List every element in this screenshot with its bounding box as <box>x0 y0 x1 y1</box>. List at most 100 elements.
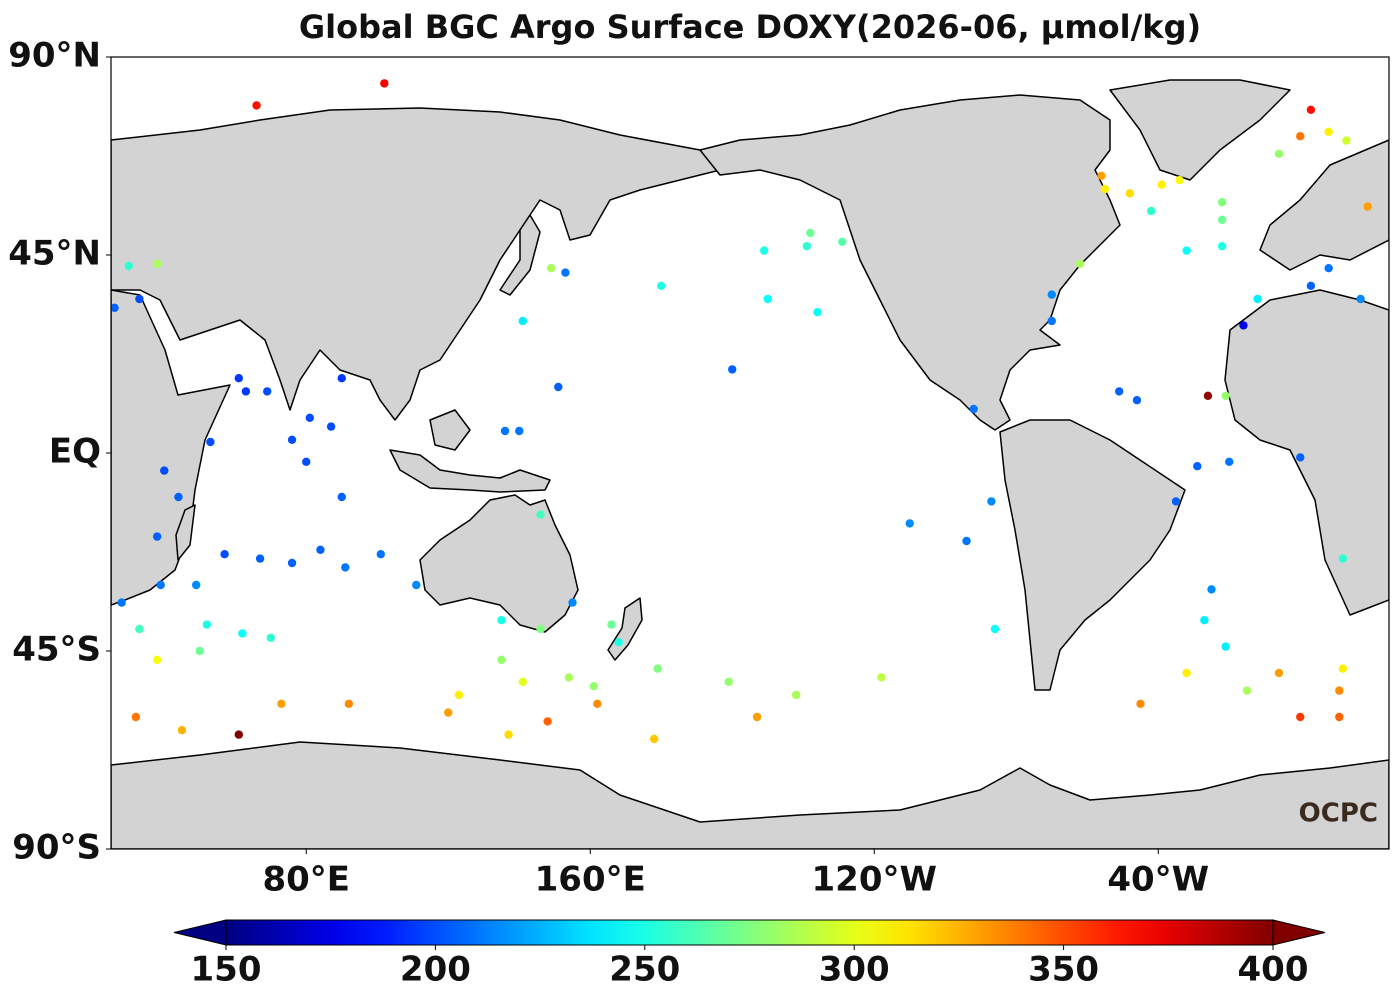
x-tick-label: 40°W <box>1107 860 1209 900</box>
float-point <box>263 387 272 396</box>
float-point <box>1157 180 1167 189</box>
float-point <box>518 677 527 686</box>
colorbar-tick-label: 250 <box>609 950 680 990</box>
float-point <box>131 712 141 722</box>
float-point <box>1274 668 1284 678</box>
float-point <box>1132 396 1142 405</box>
float-point <box>497 655 506 664</box>
float-point <box>813 308 822 317</box>
float-point <box>504 730 513 739</box>
y-tick-label: EQ <box>49 432 101 472</box>
float-point <box>234 730 243 739</box>
float-point <box>1171 497 1181 506</box>
float-point <box>536 510 545 519</box>
float-point <box>255 554 265 563</box>
float-point <box>444 708 453 717</box>
float-point <box>135 294 144 304</box>
borneo <box>429 409 471 451</box>
float-point <box>568 598 577 607</box>
float-point <box>117 598 126 607</box>
float-point <box>543 717 552 726</box>
float-point <box>728 365 737 374</box>
float-point <box>593 699 602 708</box>
land <box>111 79 1389 849</box>
float-point <box>337 492 346 502</box>
float-point <box>266 633 275 642</box>
float-point <box>1242 686 1252 695</box>
float-point <box>1075 259 1085 268</box>
float-point <box>1253 294 1262 304</box>
float-point <box>589 682 598 691</box>
colorbar-body <box>225 919 1274 946</box>
indonesia <box>389 449 551 493</box>
float-point <box>1342 136 1351 145</box>
float-point <box>763 294 772 304</box>
float-point <box>195 646 204 656</box>
colorbar-tick-label: 400 <box>1238 950 1309 990</box>
float-point <box>1363 202 1372 211</box>
colorbar-tick-label: 300 <box>819 950 890 990</box>
float-point <box>1217 215 1227 224</box>
float-point <box>724 677 733 686</box>
float-point <box>1221 642 1230 651</box>
float-point <box>1335 686 1344 695</box>
float-point <box>177 726 187 735</box>
y-tick-label: 90°N <box>8 36 101 76</box>
colorbar-extend-high <box>1272 919 1326 946</box>
float-point <box>564 673 574 682</box>
float-point <box>1296 712 1305 722</box>
float-point <box>649 734 659 744</box>
float-point <box>152 655 162 664</box>
chart-title: Global BGC Argo Surface DOXY(2026-06, μm… <box>299 8 1201 46</box>
float-point <box>152 532 162 541</box>
float-point <box>206 437 215 447</box>
float-point <box>962 536 971 546</box>
float-point <box>497 616 506 625</box>
colorbar-tick-label: 200 <box>400 950 471 990</box>
float-point <box>614 638 623 647</box>
y-tick-label: 90°S <box>12 828 101 868</box>
japan <box>499 214 541 296</box>
x-tick-label: 160°E <box>535 860 646 900</box>
float-point <box>1324 127 1333 136</box>
float-point <box>1182 246 1191 255</box>
float-point <box>838 237 847 246</box>
float-point <box>1306 105 1316 115</box>
float-point <box>277 699 286 708</box>
float-point <box>990 624 1000 634</box>
eurasia <box>111 107 721 421</box>
africa-east <box>1224 289 1389 616</box>
float-point <box>752 712 762 722</box>
float-point <box>518 316 527 326</box>
float-point <box>124 261 133 271</box>
float-point <box>1274 149 1284 158</box>
antarctica <box>111 741 1389 849</box>
float-point <box>1136 699 1145 708</box>
float-point <box>657 281 666 290</box>
float-point <box>969 404 978 414</box>
float-point <box>241 387 251 396</box>
float-point <box>1115 387 1124 396</box>
float-point <box>220 550 229 559</box>
float-point <box>160 466 169 475</box>
madagascar <box>175 504 196 561</box>
float-point <box>1097 171 1106 180</box>
float-point <box>607 620 616 629</box>
float-point <box>174 492 183 502</box>
float-point <box>987 497 996 506</box>
float-point <box>376 550 385 559</box>
float-point <box>1047 290 1056 299</box>
float-point <box>1175 176 1184 185</box>
x-tick-label: 80°E <box>262 860 350 900</box>
float-point <box>152 259 162 268</box>
float-point <box>135 624 144 634</box>
float-point <box>1296 132 1305 141</box>
float-point <box>760 246 769 255</box>
float-point <box>1047 316 1056 326</box>
float-point <box>287 558 297 568</box>
float-point <box>536 624 545 634</box>
x-tick-label: 120°W <box>812 860 937 900</box>
float-point <box>561 268 570 277</box>
colorbar-extend-low <box>173 919 227 946</box>
